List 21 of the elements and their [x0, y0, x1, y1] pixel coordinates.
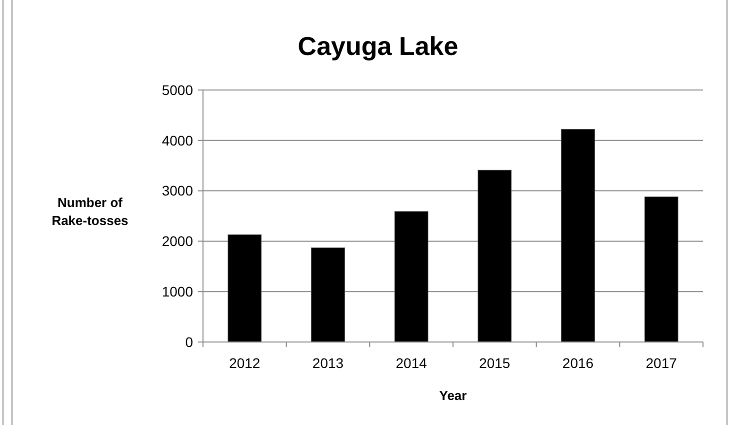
bar [311, 248, 345, 342]
y-tick-label: 1000 [162, 284, 194, 300]
x-tick-label: 2017 [646, 355, 678, 371]
x-tick-label: 2012 [229, 355, 260, 371]
x-tick-label: 2015 [479, 355, 510, 371]
x-axis-title: Year [439, 388, 467, 403]
x-tick-label: 2013 [312, 355, 344, 371]
bar [478, 170, 512, 342]
y-tick-label: 3000 [162, 182, 194, 199]
y-tick-label: 5000 [162, 82, 194, 98]
chart-title: Cayuga Lake [298, 31, 458, 61]
bar [228, 234, 262, 342]
x-tick-label: 2014 [396, 355, 428, 371]
bar [644, 196, 678, 342]
bar [394, 211, 428, 342]
y-axis-title: Number of Rake-tosses [52, 195, 128, 228]
y-tick-label: 4000 [162, 132, 194, 148]
x-tick-label: 2016 [562, 355, 594, 371]
y-tick-label: 0 [185, 334, 194, 350]
y-tick-label: 2000 [162, 233, 194, 250]
bar [561, 129, 595, 342]
